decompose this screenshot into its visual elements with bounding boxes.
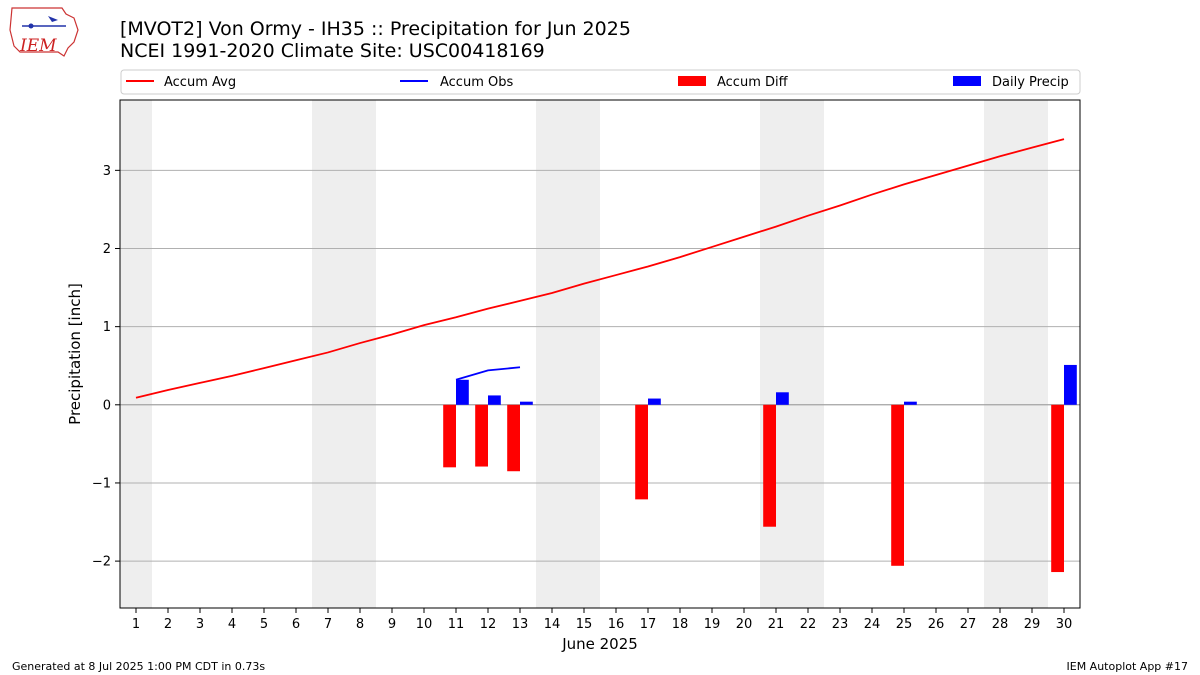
- weekend-span: [760, 100, 824, 608]
- x-tick-label: 18: [672, 617, 689, 632]
- chart-title: [MVOT2] Von Ormy - IH35 :: Precipitation…: [120, 18, 631, 40]
- weekend-span: [984, 100, 1048, 608]
- x-tick-label: 17: [640, 617, 657, 632]
- weekend-span: [536, 100, 600, 608]
- x-tick-label: 29: [1024, 617, 1041, 632]
- accum-diff-bar: [443, 404, 456, 468]
- x-tick-label: 23: [832, 617, 849, 632]
- daily-precip-bar: [904, 401, 917, 405]
- x-tick-label: 7: [324, 617, 332, 632]
- chart-subtitle: NCEI 1991-2020 Climate Site: USC00418169: [120, 40, 545, 62]
- daily-precip-bar: [488, 395, 501, 405]
- x-tick-label: 21: [768, 617, 785, 632]
- lines: [135, 138, 1065, 399]
- y-axis: −2 −1 0 1 2 3: [92, 164, 120, 570]
- x-tick-label: 4: [228, 617, 236, 632]
- weekend-shading: [120, 100, 1048, 608]
- x-tick-label: 16: [608, 617, 625, 632]
- plot-area: [119, 99, 1081, 609]
- x-tick-label: 24: [864, 617, 881, 632]
- y-tick-label: 1: [103, 320, 111, 335]
- daily-precip-bar: [648, 398, 661, 405]
- x-tick-label: 8: [356, 617, 364, 632]
- accum-diff-bar: [475, 404, 488, 467]
- legend-label: Accum Avg: [164, 75, 236, 90]
- legend-label: Accum Obs: [440, 75, 513, 90]
- x-tick-label: 27: [960, 617, 977, 632]
- x-tick-label: 2: [164, 617, 172, 632]
- x-tick-label: 22: [800, 617, 817, 632]
- y-tick-label: −1: [92, 476, 111, 491]
- x-tick-label: 11: [448, 617, 465, 632]
- y-tick-label: 3: [103, 164, 111, 179]
- accum-diff-bar: [635, 404, 648, 500]
- daily-precip-bar: [456, 379, 469, 405]
- accum-avg-line: [135, 138, 1065, 399]
- accum-obs-line: [455, 366, 521, 381]
- legend-label: Accum Diff: [717, 75, 789, 90]
- x-tick-label: 20: [736, 617, 753, 632]
- x-tick-label: 28: [992, 617, 1009, 632]
- daily-precip-bar: [520, 401, 533, 405]
- footer-app: IEM Autoplot App #17: [1067, 660, 1189, 673]
- x-tick-label: 6: [292, 617, 300, 632]
- x-tick-label: 15: [576, 617, 593, 632]
- accum-diff-bar: [507, 404, 520, 472]
- y-axis-label: Precipitation [inch]: [66, 283, 84, 425]
- x-tick-label: 26: [928, 617, 945, 632]
- x-tick-label: 9: [388, 617, 396, 632]
- x-tick-label: 13: [512, 617, 529, 632]
- iem-logo-text: IEM: [19, 36, 57, 56]
- bars: [443, 364, 1077, 573]
- legend-swatch: [678, 76, 706, 86]
- plot-frame: [119, 99, 1081, 609]
- gridlines: [120, 169, 1080, 562]
- x-tick-label: 10: [416, 617, 433, 632]
- x-tick-label: 5: [260, 617, 268, 632]
- x-axis: 1 2 3 4 5 6 7 8 9 10 11 12 13 14 15 16 17 18 19 20 21 22 23 24 2…: [132, 608, 1072, 632]
- accum-diff-bar: [1051, 404, 1064, 573]
- weekend-span: [120, 100, 152, 608]
- x-tick-label: 14: [544, 617, 561, 632]
- legend-swatch: [953, 76, 981, 86]
- x-tick-label: 19: [704, 617, 721, 632]
- y-tick-label: 0: [103, 398, 111, 413]
- y-tick-label: 2: [103, 242, 111, 257]
- footer-generated: Generated at 8 Jul 2025 1:00 PM CDT in 0…: [12, 660, 265, 673]
- x-axis-label: June 2025: [561, 635, 638, 653]
- legend-label: Daily Precip: [992, 75, 1069, 90]
- chart-legend: Accum Avg Accum Obs Accum Diff Daily Precip: [120, 69, 1081, 95]
- daily-precip-bar: [776, 392, 789, 405]
- y-tick-label: −2: [92, 555, 111, 570]
- accum-diff-bar: [891, 404, 904, 566]
- iem-logo: IEM: [9, 7, 79, 57]
- x-tick-label: 30: [1056, 617, 1073, 632]
- x-tick-label: 1: [132, 617, 140, 632]
- x-tick-label: 3: [196, 617, 204, 632]
- x-tick-label: 12: [480, 617, 497, 632]
- daily-precip-bar: [1064, 364, 1077, 405]
- x-tick-label: 25: [896, 617, 913, 632]
- accum-diff-bar: [763, 404, 776, 527]
